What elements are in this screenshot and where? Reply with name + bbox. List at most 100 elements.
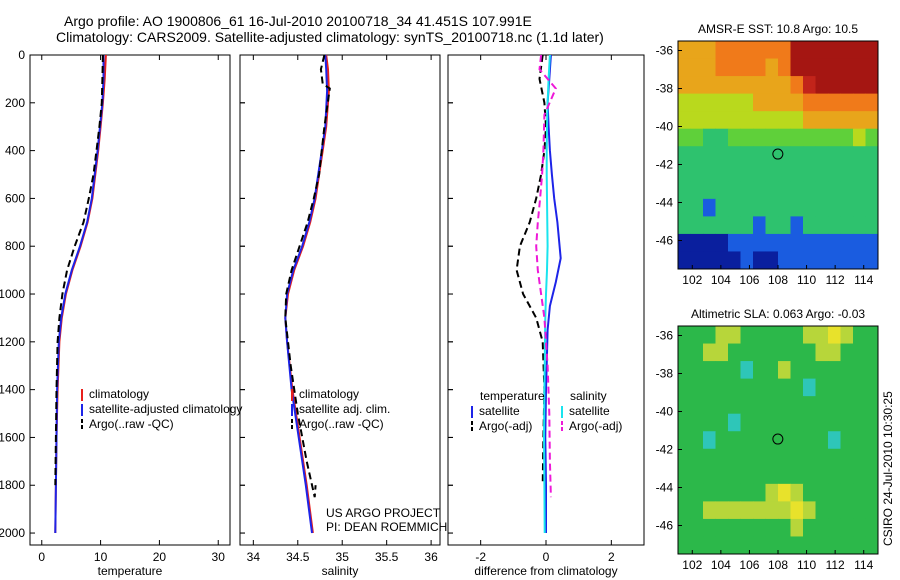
amsre-sst-cell: [815, 163, 829, 182]
amsre-sst-cell: [740, 41, 754, 60]
amsre-sst-cell: [690, 163, 704, 182]
amsre-sst-cell: [803, 251, 816, 270]
altimetric-sla-cell: [703, 396, 716, 415]
altimetric-sla-cell: [753, 518, 766, 537]
amsre-sst-cell: [765, 198, 779, 217]
altimetric-sla-cell: [703, 361, 716, 380]
altimetric-sla-cell: [778, 361, 791, 380]
altimetric-sla-cell: [765, 466, 779, 485]
altimetric-sla-cell: [803, 536, 816, 555]
altimetric-sla-cell: [828, 361, 841, 380]
altimetric-sla-cell: [690, 326, 704, 345]
amsre-sst-xtick-label: 112: [826, 273, 845, 287]
temperature-ytick-label: 1600: [0, 430, 25, 444]
diff-legend-temperature-header: temperature: [480, 389, 545, 403]
amsre-sst-cell: [853, 111, 866, 130]
amsre-sst-cell: [753, 76, 766, 95]
altimetric-sla-cell: [728, 466, 741, 485]
amsre-sst-cell: [853, 251, 866, 270]
altimetric-sla-cell: [840, 326, 854, 345]
salinity-series-climatology: [284, 54, 330, 534]
amsre-sst-cell: [678, 93, 691, 112]
altimetric-sla-cell: [678, 431, 691, 450]
amsre-sst-cell: [828, 163, 841, 182]
altimetric-sla-cell: [865, 536, 879, 555]
salinity-xtick-label: 35: [336, 550, 350, 564]
altimetric-sla-cell: [790, 448, 804, 467]
altimetric-sla-cell: [865, 343, 879, 362]
amsre-sst-cell: [853, 58, 866, 77]
amsre-sst-cell: [840, 128, 854, 147]
amsre-sst-cell: [865, 111, 879, 130]
amsre-sst-cell: [740, 163, 754, 182]
amsre-sst-cell: [703, 93, 716, 112]
altimetric-sla-cell: [865, 378, 879, 397]
altimetric-sla-ytick-label: -44: [656, 481, 674, 495]
amsre-sst-cell: [753, 111, 766, 130]
altimetric-sla-cell: [853, 396, 866, 415]
altimetric-sla-cell: [815, 518, 829, 537]
altimetric-sla-cell: [840, 431, 854, 450]
altimetric-sla-cell: [728, 448, 741, 467]
amsre-sst-cell: [815, 93, 829, 112]
amsre-sst-cell: [840, 58, 854, 77]
altimetric-sla-cell: [740, 326, 754, 345]
amsre-sst-cell: [815, 111, 829, 130]
altimetric-sla-title: Altimetric SLA: 0.063 Argo: -0.03: [691, 307, 865, 321]
amsre-sst-cell: [853, 146, 866, 165]
altimetric-sla-cell: [853, 501, 866, 520]
altimetric-sla-ytick-label: -36: [656, 329, 674, 343]
amsre-sst-cell: [865, 146, 879, 165]
amsre-sst-cell: [840, 146, 854, 165]
amsre-sst-cell: [828, 128, 841, 147]
altimetric-sla-cell: [790, 518, 804, 537]
salinity-xtick-label: 36: [424, 550, 438, 564]
amsre-sst-cell: [865, 163, 879, 182]
altimetric-sla-cell: [790, 483, 804, 502]
amsre-sst-cell: [753, 163, 766, 182]
altimetric-sla-cell: [728, 518, 741, 537]
altimetric-sla-cell: [715, 483, 729, 502]
amsre-sst-ytick-label: -36: [656, 44, 674, 58]
amsre-sst-xtick-label: 104: [711, 273, 731, 287]
altimetric-sla-cell: [728, 501, 741, 520]
altimetric-sla-cell: [853, 483, 866, 502]
amsre-sst-cell: [740, 76, 754, 95]
altimetric-sla-cell: [853, 413, 866, 432]
altimetric-sla-cell: [715, 413, 729, 432]
altimetric-sla-cell: [840, 396, 854, 415]
altimetric-sla-cell: [703, 466, 716, 485]
altimetric-sla-cell: [853, 361, 866, 380]
amsre-sst-cell: [803, 198, 816, 217]
altimetric-sla-cell: [840, 413, 854, 432]
salinity-series-satellite-adj-clim: [284, 54, 329, 534]
altimetric-sla-cell: [815, 501, 829, 520]
amsre-sst-cell: [678, 76, 691, 95]
amsre-sst-cell: [778, 181, 791, 200]
amsre-sst-cell: [778, 163, 791, 182]
altimetric-sla-cell: [840, 448, 854, 467]
amsre-sst-cell: [778, 216, 791, 235]
altimetric-sla-cell: [753, 448, 766, 467]
amsre-sst-cell: [715, 233, 729, 252]
figure-title-line-2: Climatology: CARS2009. Satellite-adjuste…: [56, 29, 604, 45]
altimetric-sla-cell: [803, 483, 816, 502]
amsre-sst-cell: [765, 251, 779, 270]
amsre-sst-cell: [728, 198, 741, 217]
altimetric-sla-cell: [690, 518, 704, 537]
diff-legend-salinity-header: salinity: [570, 389, 607, 403]
altimetric-sla-ytick-label: -40: [656, 405, 674, 419]
altimetric-sla-cell: [790, 396, 804, 415]
diff-legend-label: satellite: [479, 404, 520, 418]
temperature-xlabel: temperature: [98, 564, 163, 578]
amsre-sst-cell: [828, 181, 841, 200]
amsre-sst-cell: [865, 251, 879, 270]
amsre-sst-cell: [853, 76, 866, 95]
amsre-sst-xtick-label: 106: [739, 273, 759, 287]
altimetric-sla-cell: [790, 326, 804, 345]
amsre-sst-cell: [815, 41, 829, 60]
altimetric-sla-cell: [828, 518, 841, 537]
salinity-legend-label: Argo(..raw -QC): [299, 417, 384, 431]
altimetric-sla-cell: [765, 501, 779, 520]
amsre-sst-cell: [778, 41, 791, 60]
